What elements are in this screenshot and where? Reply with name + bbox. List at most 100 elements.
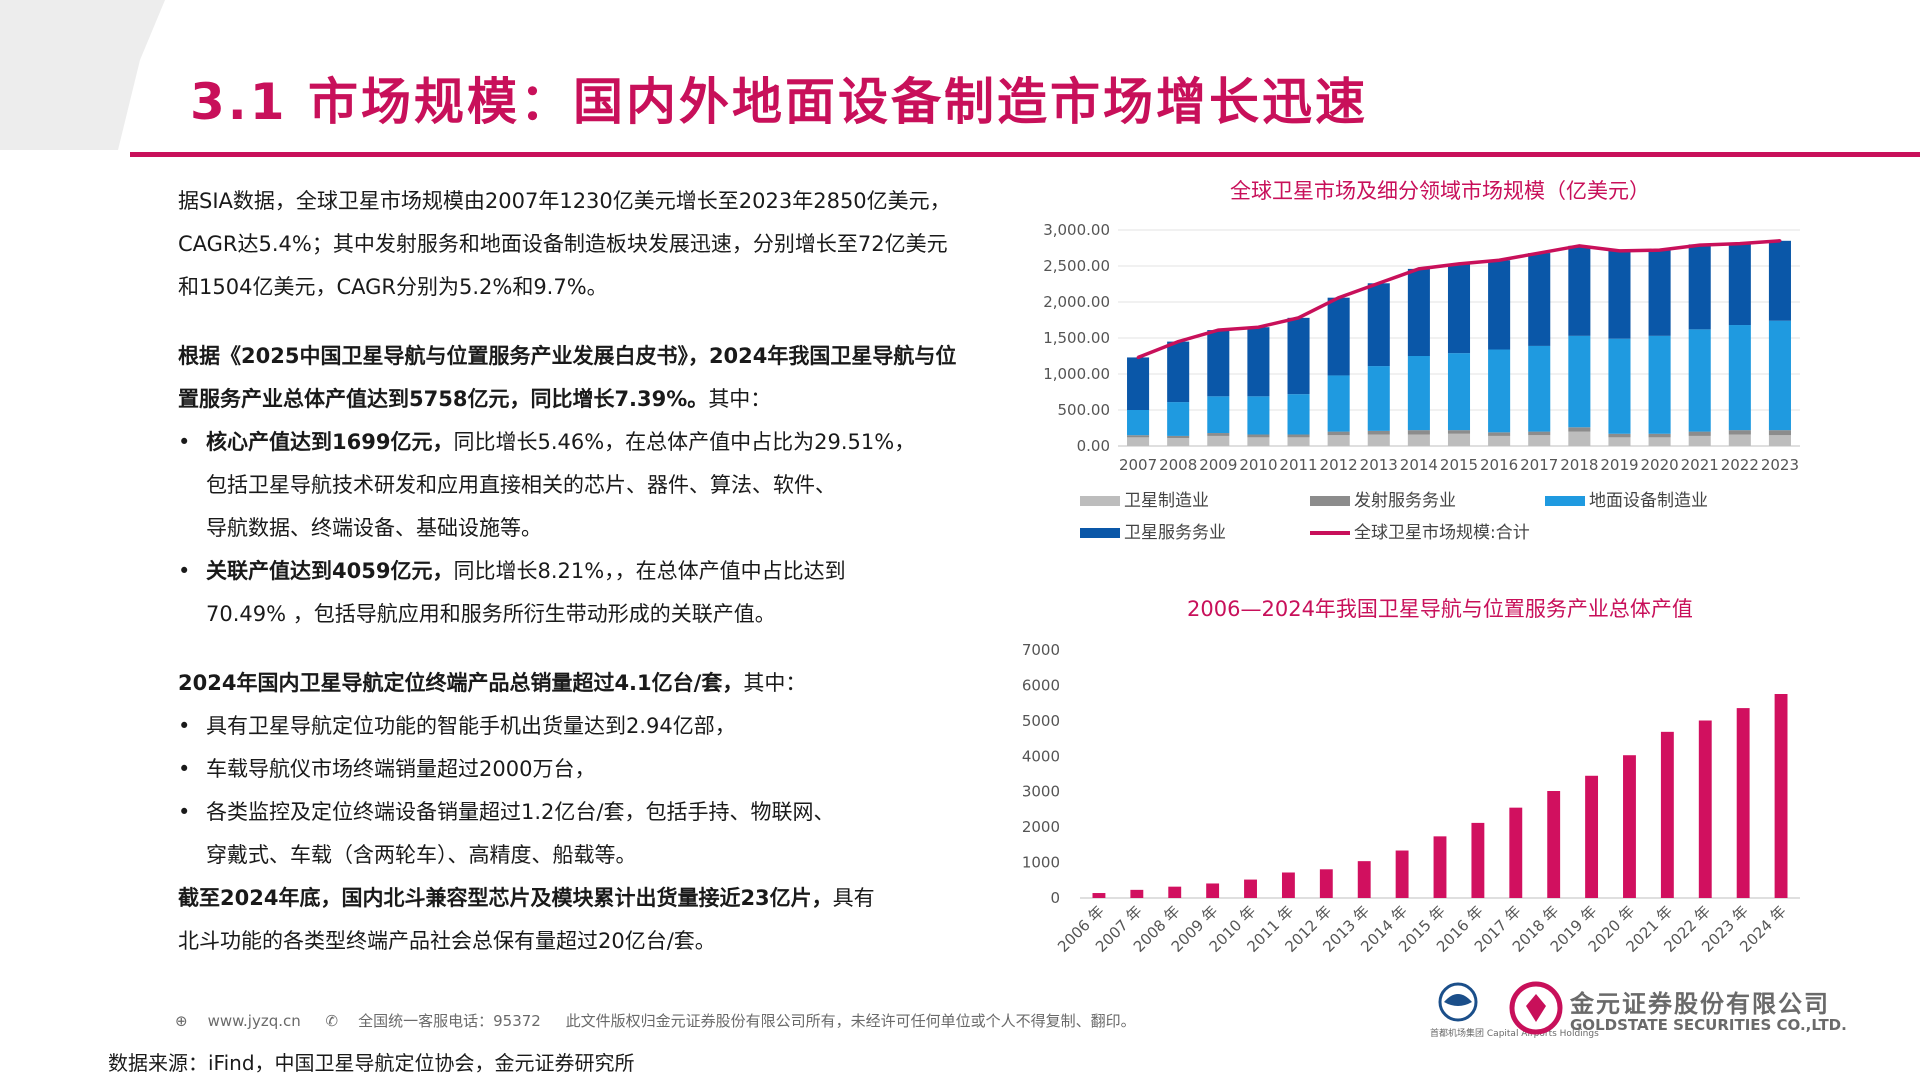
- bar-segment: [1768, 320, 1791, 431]
- legend-label: 全球卫星市场规模:合计: [1354, 523, 1530, 543]
- bullet-monitoring-terminals: 各类监控及定位终端设备销量超过1.2亿台/套，包括手持、物联网、: [178, 791, 958, 834]
- bar-segment: [1728, 434, 1751, 446]
- bar: [1168, 886, 1182, 898]
- bar-segment: [1447, 430, 1471, 434]
- x-tick-label: 2007: [1119, 456, 1157, 474]
- related-value-bold: 关联产值达到4059亿元，: [206, 559, 454, 583]
- x-tick-label: 2013: [1360, 456, 1398, 474]
- y-tick-label: 4000: [1022, 747, 1060, 765]
- company-logo: 首都机场集团 Capital Airports Holdings 金元证券股份有…: [1420, 980, 1900, 1040]
- beidou-rest: 具有: [832, 886, 875, 910]
- total-point: [1738, 242, 1742, 246]
- bar-segment: [1528, 253, 1551, 346]
- bar-segment: [1648, 250, 1671, 336]
- x-tick-label: 2018: [1560, 456, 1598, 474]
- footer-strip: ⊕ www.jyzq.cn ✆ 全国统一客服电话：95372 此文件版权归金元证券股…: [175, 1010, 1156, 1031]
- related-value-line2: 70.49% ，包括导航应用和服务所衍生带动形成的关联产值。: [206, 602, 776, 626]
- core-value-rest: 同比增长5.46%，在总体产值中占比为29.51%，: [453, 430, 916, 454]
- chart-global-satellite-market: 3,000.00 2,500.00 2,000.00 1,500.00 1,000.00…: [1043, 221, 1800, 543]
- y-tick-label: 2,000.00: [1043, 293, 1110, 311]
- bar-segment: [1528, 435, 1551, 446]
- legend-label: 卫星服务务业: [1124, 523, 1226, 543]
- bar-segment: [1608, 338, 1631, 434]
- whitepaper-bold: 根据《2025中国卫星导航与位置服务产业发展白皮书》，2024年我国卫星导航与位…: [178, 344, 957, 411]
- bar-segment: [1127, 357, 1150, 410]
- bar: [1319, 869, 1333, 898]
- bar: [1357, 861, 1371, 898]
- total-point: [1617, 249, 1621, 253]
- x-tick-label: 2009: [1199, 456, 1237, 474]
- y-tick-label: 1000: [1022, 854, 1060, 872]
- chart1-title: 全球卫星市场及细分领域市场规模（亿美元）: [1230, 179, 1650, 203]
- bar-segment: [1167, 402, 1190, 436]
- total-point: [1537, 251, 1541, 255]
- footer-hotline: 全国统一客服电话：95372: [358, 1012, 541, 1030]
- bar-segment: [1688, 431, 1711, 436]
- total-point: [1256, 325, 1260, 329]
- bar-segment: [1127, 435, 1150, 438]
- x-tick-label: 2022: [1721, 456, 1759, 474]
- legend-swatch: [1545, 496, 1585, 506]
- bar-segment: [1407, 356, 1430, 431]
- legend-label: 地面设备制造业: [1589, 491, 1708, 511]
- x-tick-label: 2021: [1681, 456, 1719, 474]
- data-source: 数据来源：iFind，中国卫星导航定位协会，金元证券研究所: [108, 1051, 635, 1075]
- total-point: [1417, 267, 1421, 271]
- bar-segment: [1327, 375, 1350, 432]
- bar-segment: [1247, 327, 1270, 397]
- bar-segment: [1447, 263, 1471, 354]
- bar-segment: [1207, 330, 1230, 397]
- legend-swatch: [1310, 531, 1350, 535]
- bar-segment: [1488, 432, 1511, 436]
- bullet-related-value: 关联产值达到4059亿元，同比增长8.21%，，在总体产值中占比达到: [178, 550, 958, 593]
- footer-site-icon: ⊕: [175, 1012, 188, 1030]
- bar-segment: [1608, 250, 1631, 339]
- footer-site[interactable]: www.jyzq.cn: [207, 1012, 301, 1030]
- bar: [1206, 883, 1220, 898]
- legend-swatch: [1310, 496, 1350, 506]
- bar-segment: [1247, 434, 1270, 438]
- total-point: [1658, 248, 1662, 252]
- bar-segment: [1648, 437, 1671, 446]
- bar-segment: [1608, 433, 1631, 438]
- legend-swatch: [1080, 528, 1120, 538]
- bar: [1130, 889, 1144, 898]
- bar-segment: [1568, 245, 1591, 336]
- core-value-line3: 导航数据、终端设备、基础设施等。: [206, 516, 542, 540]
- bar-segment: [1488, 349, 1511, 433]
- bar-segment: [1568, 431, 1591, 446]
- y-tick-label: 5000: [1022, 712, 1060, 730]
- y-tick-label: 1,000.00: [1043, 365, 1110, 383]
- beidou-line2: 北斗功能的各类型终端产品社会总保有量超过20亿台/套。: [178, 929, 716, 953]
- company-name-cn: 金元证券股份有限公司: [1570, 990, 1830, 1018]
- bar: [1623, 755, 1636, 898]
- company-name-en: GOLDSTATE SECURITIES CO.,LTD.: [1570, 1016, 1847, 1034]
- total-point: [1497, 258, 1501, 262]
- bar-segment: [1127, 410, 1150, 436]
- bar-segment: [1728, 325, 1751, 431]
- bar: [1281, 872, 1295, 898]
- bar-segment: [1568, 335, 1591, 428]
- bar-segment: [1528, 431, 1551, 436]
- bar-segment: [1728, 243, 1751, 326]
- bar-segment: [1608, 437, 1631, 446]
- paragraph-whitepaper: 根据《2025中国卫星导航与位置服务产业发展白皮书》，2024年我国卫星导航与位…: [178, 335, 958, 421]
- core-value-bold: 核心产值达到1699亿元，: [206, 430, 454, 454]
- total-point: [1778, 239, 1782, 243]
- total-point: [1216, 328, 1220, 332]
- bar-segment: [1367, 430, 1390, 435]
- bar-segment: [1447, 433, 1471, 446]
- bar-segment: [1207, 396, 1230, 434]
- x-tick-label: 2010: [1239, 456, 1277, 474]
- bar-segment: [1327, 297, 1350, 376]
- bar-segment: [1367, 434, 1390, 446]
- bar-segment: [1287, 394, 1310, 435]
- bar-segment: [1407, 434, 1430, 446]
- bar-segment: [1728, 430, 1751, 435]
- total-point: [1337, 296, 1341, 300]
- terminals-bold: 2024年国内卫星导航定位终端产品总销量超过4.1亿台/套，: [178, 671, 744, 695]
- x-tick-label: 2008: [1159, 456, 1197, 474]
- bar: [1736, 708, 1750, 898]
- y-tick-label: 1,500.00: [1043, 329, 1110, 347]
- x-tick-label: 2020: [1640, 456, 1678, 474]
